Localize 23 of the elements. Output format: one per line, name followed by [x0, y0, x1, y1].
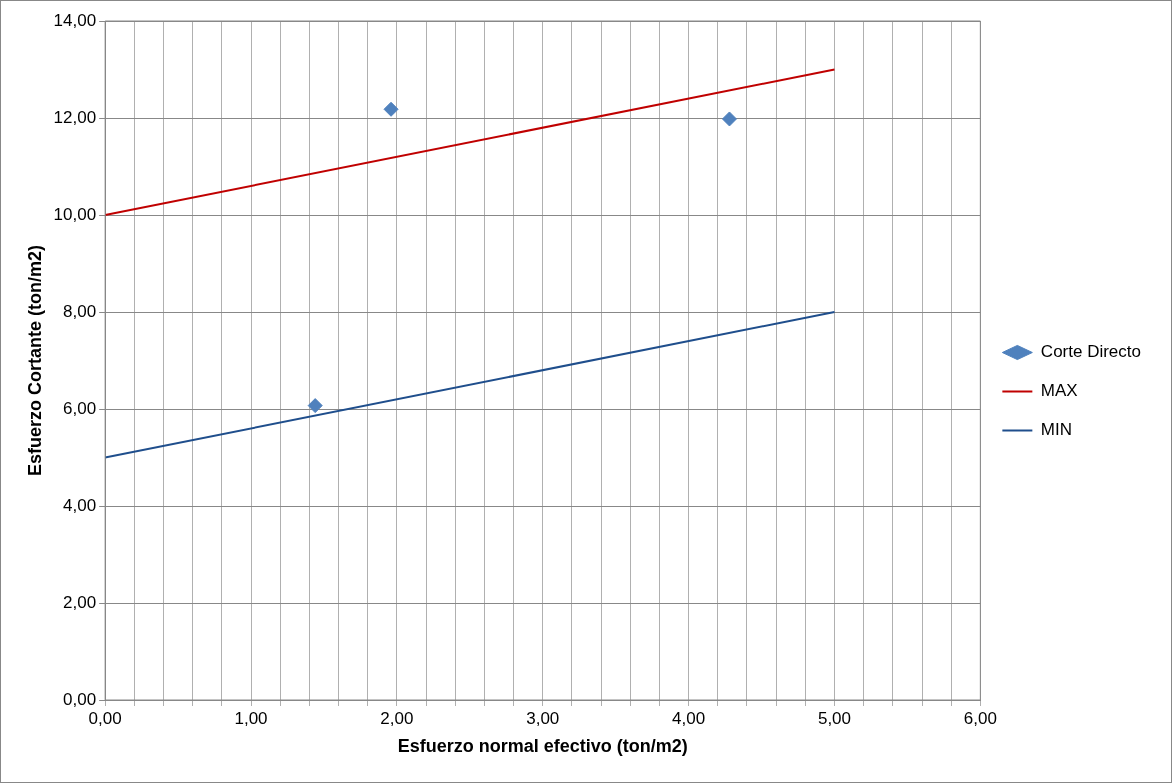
y-tick-label: 2,00	[63, 592, 97, 612]
legend-label: Corte Directo	[1040, 342, 1141, 362]
point	[307, 398, 323, 414]
legend-label: MIN	[1040, 420, 1073, 440]
y-tick-label: 4,00	[63, 495, 97, 515]
x-tick-label: 3,00	[526, 708, 560, 728]
x-tick-label: 5,00	[817, 708, 852, 728]
y-tick-label: 8,00	[63, 301, 97, 321]
x-tick-label: 0,00	[88, 708, 122, 728]
x-tick-label: 6,00	[963, 708, 997, 728]
point	[721, 111, 737, 127]
x-tick-label: 2,00	[380, 708, 414, 728]
y-tick-label: 14,00	[53, 10, 97, 30]
x-tick-label: 1,00	[234, 708, 268, 728]
y-tick-label: 10,00	[53, 204, 97, 224]
point	[383, 101, 399, 117]
y-axis-title: Esfuerzo Cortante (ton/m2)	[24, 244, 45, 477]
y-tick-label: 6,00	[63, 398, 97, 418]
x-axis-title: Esfuerzo normal efectivo (ton/m2)	[397, 736, 688, 757]
y-tick-label: 0,00	[63, 689, 97, 709]
x-tick-label: 4,00	[672, 708, 706, 728]
y-tick-label: 12,00	[53, 107, 97, 127]
legend-label: MAX	[1040, 381, 1078, 401]
